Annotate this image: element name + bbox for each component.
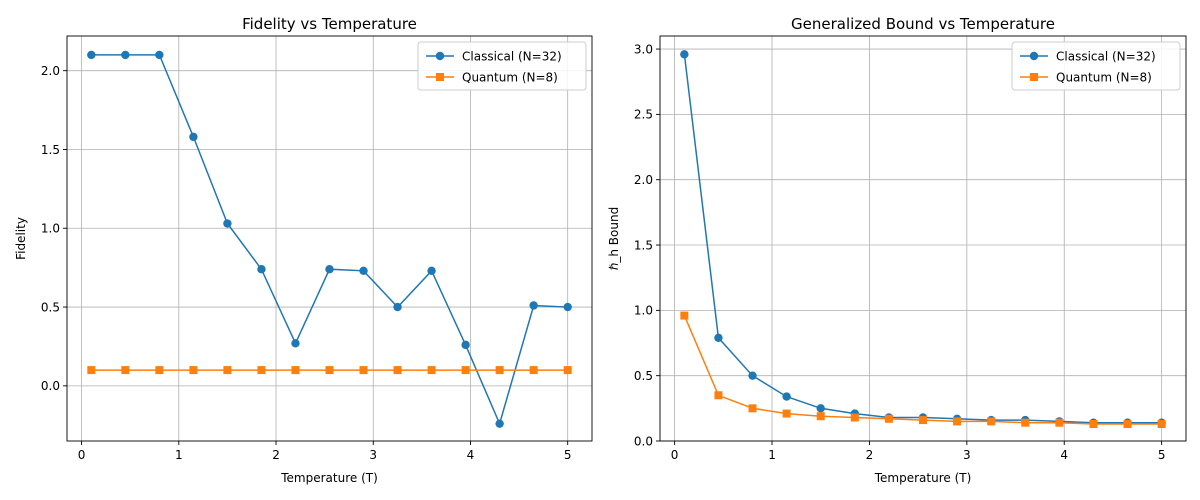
plot-frame xyxy=(659,35,1187,442)
data-point-circle xyxy=(291,339,300,348)
plot-frame xyxy=(66,35,593,442)
legend-label: Quantum (N=8) xyxy=(1056,70,1152,84)
data-point-circle xyxy=(223,219,232,228)
legend-marker-square xyxy=(1030,73,1038,81)
data-point-square xyxy=(325,366,334,375)
x-tick-label: 2 xyxy=(866,448,874,462)
data-point-circle xyxy=(257,265,266,274)
data-point-square xyxy=(714,391,723,400)
y-tick-label: 3.0 xyxy=(634,42,653,56)
y-tick-label: 0.5 xyxy=(41,300,60,314)
data-point-square xyxy=(121,366,130,375)
data-point-circle xyxy=(816,404,825,413)
x-axis-label: Temperature (T) xyxy=(280,471,378,485)
data-point-circle xyxy=(359,266,368,276)
data-point-circle xyxy=(121,50,130,60)
data-point-circle xyxy=(87,50,96,60)
data-point-square xyxy=(919,416,927,425)
y-tick-label: 1.5 xyxy=(41,143,60,157)
y-tick-label: 2.5 xyxy=(634,108,653,122)
data-point-square xyxy=(393,366,402,375)
data-point-circle xyxy=(782,392,791,401)
y-axis-label: ℏ_h Bound xyxy=(607,207,621,270)
chart-bound: 0 1 2 3 4 5 0.0 0.5 1.0 1.5 2.0 2.5 3.0 Generalized B… xyxy=(607,15,1187,485)
data-point-circle xyxy=(714,333,723,342)
y-tick-label: 0.5 xyxy=(634,369,653,383)
x-tick-label: 3 xyxy=(369,448,377,462)
data-point-square xyxy=(850,413,859,422)
data-point-circle xyxy=(680,50,689,59)
x-tick-label: 3 xyxy=(963,448,971,462)
legend-box xyxy=(417,41,587,91)
data-point-circle xyxy=(495,419,504,428)
data-point-square xyxy=(359,366,368,375)
legend-marker-circle xyxy=(1029,51,1039,61)
data-point-circle xyxy=(325,265,334,274)
data-point-circle xyxy=(748,371,757,380)
data-point-circle xyxy=(155,50,164,60)
data-point-square xyxy=(563,366,572,375)
data-point-square xyxy=(1123,420,1132,429)
data-point-circle xyxy=(529,301,538,310)
legend-box xyxy=(1011,41,1181,91)
chart-title: Generalized Bound vs Temperature xyxy=(791,15,1055,33)
data-point-square xyxy=(189,366,198,375)
x-tick-label: 2 xyxy=(272,448,280,462)
y-tick-label: 2.0 xyxy=(41,64,60,78)
data-point-square xyxy=(953,417,962,426)
legend-label: Classical (N=32) xyxy=(462,49,562,63)
x-tick-label: 4 xyxy=(467,448,475,462)
chart-title: Fidelity vs Temperature xyxy=(242,15,417,33)
x-tick-label: 5 xyxy=(564,448,572,462)
data-point-square xyxy=(1055,418,1064,427)
legend-marker-circle xyxy=(435,51,445,61)
data-point-square xyxy=(155,366,164,375)
x-tick-label: 1 xyxy=(175,448,183,462)
data-point-square xyxy=(1157,420,1166,429)
data-point-square xyxy=(427,366,436,375)
data-point-square xyxy=(884,414,893,423)
y-tick-label: 1.0 xyxy=(41,222,60,236)
data-point-circle xyxy=(461,340,470,350)
y-tick-label: 2.0 xyxy=(634,173,653,187)
data-point-square xyxy=(816,412,825,421)
data-point-square xyxy=(461,366,470,375)
y-axis-label: Fidelity xyxy=(14,217,28,260)
data-point-square xyxy=(748,404,757,413)
data-point-square xyxy=(223,366,232,375)
data-point-square xyxy=(495,366,504,375)
y-tick-label: 0.0 xyxy=(634,434,653,448)
x-tick-label: 5 xyxy=(1158,448,1166,462)
data-point-circle xyxy=(563,302,572,312)
x-axis-label: Temperature (T) xyxy=(874,471,972,485)
x-tick-label: 1 xyxy=(768,448,776,462)
data-point-circle xyxy=(189,132,198,142)
x-tick-label: 4 xyxy=(1060,448,1068,462)
data-point-square xyxy=(1089,420,1098,429)
data-point-square xyxy=(987,417,996,426)
y-tick-label: 1.0 xyxy=(634,304,653,318)
data-point-square xyxy=(257,366,266,375)
data-point-square xyxy=(680,311,689,320)
x-tick-label: 0 xyxy=(78,448,86,462)
data-point-square xyxy=(1021,418,1030,427)
data-point-square xyxy=(87,366,96,375)
data-point-square xyxy=(529,366,538,375)
legend-label: Quantum (N=8) xyxy=(462,70,558,84)
y-tick-label: 0.0 xyxy=(41,379,60,393)
chart-fidelity: 0 1 2 3 4 5 0.0 0.5 1.0 1.5 2.0 Fidelity vs Tempera… xyxy=(14,15,593,485)
legend-label: Classical (N=32) xyxy=(1056,49,1156,63)
y-tick-label: 1.5 xyxy=(634,238,653,252)
data-point-square xyxy=(291,366,300,375)
legend-marker-square xyxy=(436,73,444,81)
data-point-circle xyxy=(393,302,402,312)
x-tick-label: 0 xyxy=(671,448,679,462)
data-point-square xyxy=(782,409,791,418)
data-point-circle xyxy=(427,266,436,276)
